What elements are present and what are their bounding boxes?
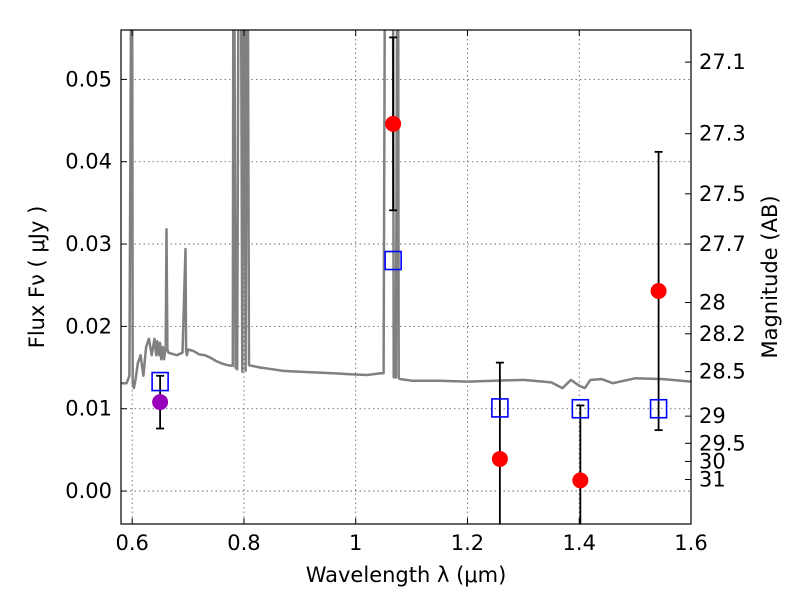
- model-spectrum-line: [121, 30, 691, 390]
- mag-tick-label: 31: [699, 468, 726, 492]
- x-tick-label: 0.8: [227, 531, 260, 555]
- model-spectrum-layer: [121, 30, 691, 390]
- model-photometry-square: [571, 398, 590, 419]
- model-photometry-square: [384, 250, 402, 271]
- y-axis-label: Flux Fν ( μJy ): [25, 206, 49, 349]
- y-tick-label: 0.00: [65, 479, 112, 503]
- x-tick-label: 1: [349, 531, 362, 555]
- mag-tick-label: 28: [699, 291, 726, 315]
- model-photometry-square: [151, 371, 169, 392]
- observed-point: [152, 394, 169, 411]
- y-tick-label: 0.02: [65, 314, 112, 338]
- y-tick-label: 0.01: [65, 397, 112, 421]
- observed-point: [650, 282, 667, 299]
- observed-point: [385, 115, 402, 132]
- model-photometry-square: [649, 398, 668, 419]
- mag-tick-label: 27.3: [699, 122, 746, 146]
- axes: 0.6 0.8 1 1.2 1.4 1.6 0.00 0.01 0.02 0.03 0.04 0.05…: [65, 30, 746, 555]
- plot-frame: [120, 29, 692, 525]
- y-tick-label: 0.03: [65, 232, 112, 256]
- plot-area: [121, 30, 691, 524]
- model-photometry-square: [491, 398, 509, 418]
- y2-axis-label: Magnitude (AB): [758, 195, 782, 358]
- mag-tick-label: 27.5: [699, 182, 746, 206]
- mag-tick-label: 28.5: [699, 360, 746, 384]
- mag-tick-label: 27.1: [699, 50, 746, 74]
- observed-point: [491, 450, 508, 467]
- mag-tick-label: 29: [699, 404, 726, 428]
- y-tick-label: 0.04: [65, 150, 112, 174]
- mag-tick-label: 29.5: [699, 431, 746, 455]
- y-tick-label: 0.05: [65, 67, 112, 91]
- mag-tick-label: 27.7: [699, 232, 746, 256]
- photometry-layer: [151, 36, 668, 524]
- x-tick-label: 1.2: [451, 531, 484, 555]
- x-tick-label: 0.6: [115, 531, 148, 555]
- x-tick-label: 1.4: [563, 531, 596, 555]
- x-tick-label: 1.6: [674, 531, 707, 555]
- mag-tick-label: 28.2: [699, 322, 746, 346]
- observed-point: [572, 472, 589, 489]
- mag-tick-label: 30: [699, 449, 726, 473]
- x-axis-label: Wavelength λ (μm): [306, 563, 507, 587]
